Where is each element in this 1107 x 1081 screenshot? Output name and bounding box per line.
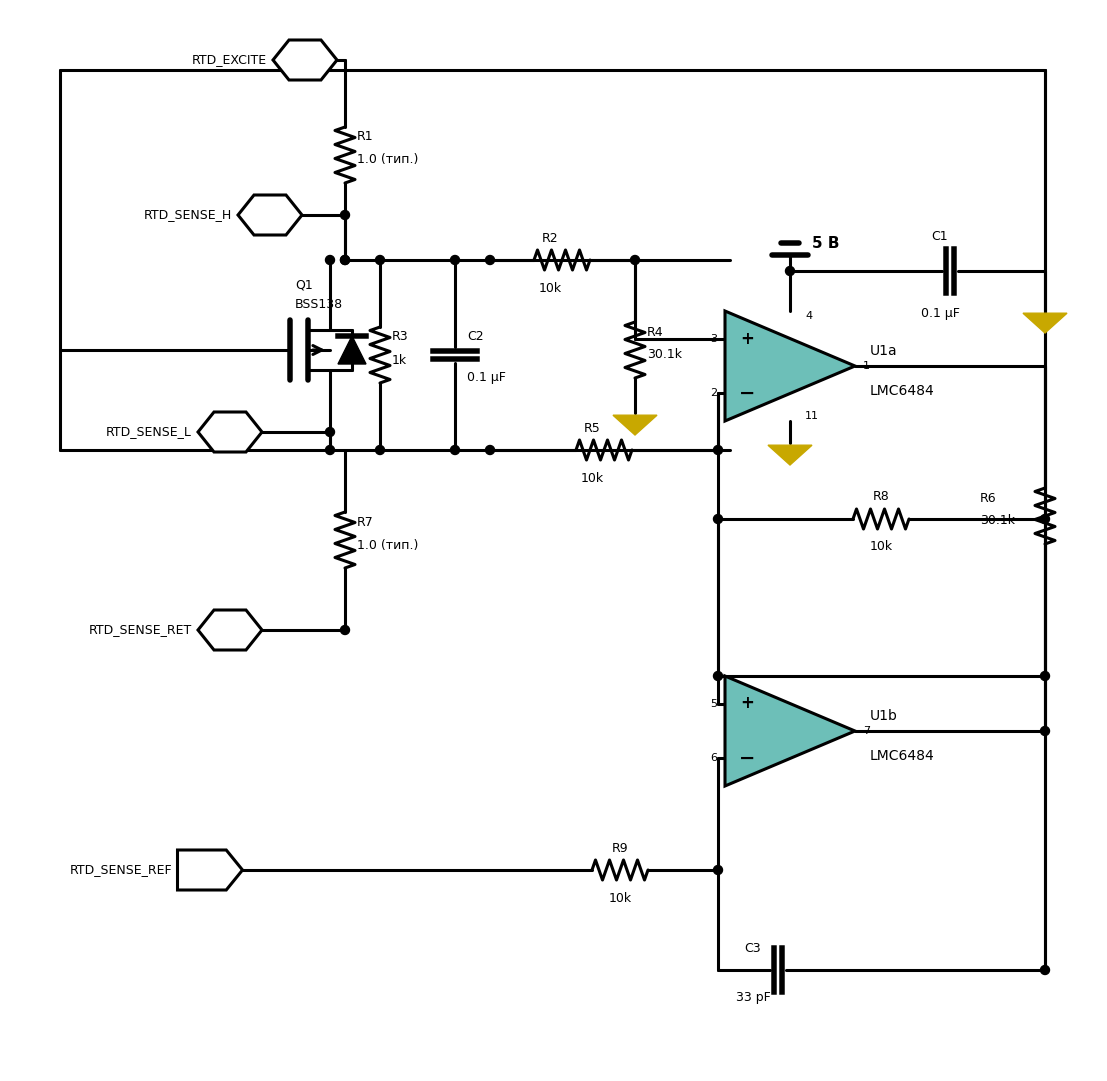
Text: U1a: U1a (870, 344, 898, 358)
Text: RTD_SENSE_REF: RTD_SENSE_REF (70, 864, 172, 877)
Text: C1: C1 (932, 229, 949, 242)
Circle shape (1041, 726, 1049, 735)
Circle shape (714, 866, 723, 875)
Text: 30.1k: 30.1k (980, 515, 1015, 528)
Circle shape (1041, 965, 1049, 974)
Text: U1b: U1b (870, 709, 898, 723)
Text: 0.1 μF: 0.1 μF (921, 307, 960, 320)
Text: R2: R2 (541, 231, 558, 244)
Text: 5: 5 (710, 699, 717, 709)
Polygon shape (177, 850, 242, 890)
Text: 1.0 (тип.): 1.0 (тип.) (356, 538, 418, 551)
Text: −: − (738, 384, 755, 403)
Text: 0.1 μF: 0.1 μF (467, 371, 506, 384)
Text: R8: R8 (872, 491, 889, 504)
Text: 2: 2 (710, 388, 717, 398)
Polygon shape (725, 676, 855, 786)
Text: RTD_SENSE_H: RTD_SENSE_H (144, 209, 232, 222)
Circle shape (451, 255, 459, 265)
Circle shape (375, 255, 384, 265)
Text: 1k: 1k (392, 353, 407, 366)
Text: 3: 3 (710, 334, 717, 344)
Text: R3: R3 (392, 331, 408, 344)
Text: +: + (741, 330, 754, 347)
Text: −: − (738, 749, 755, 768)
Polygon shape (273, 40, 337, 80)
Polygon shape (768, 445, 813, 465)
Text: 33 pF: 33 pF (736, 991, 770, 1004)
Circle shape (786, 267, 795, 276)
Text: RTD_SENSE_L: RTD_SENSE_L (106, 426, 192, 439)
Text: RTD_SENSE_RET: RTD_SENSE_RET (89, 624, 192, 637)
Circle shape (631, 255, 640, 265)
Text: R1: R1 (356, 131, 374, 144)
Circle shape (341, 211, 350, 219)
Text: 1: 1 (863, 361, 870, 371)
Text: LMC6484: LMC6484 (870, 384, 934, 398)
Polygon shape (1023, 313, 1067, 333)
Text: 4: 4 (805, 311, 813, 321)
Text: 6: 6 (710, 753, 717, 763)
Text: 1.0 (тип.): 1.0 (тип.) (356, 154, 418, 166)
Circle shape (1041, 671, 1049, 681)
Text: 5 В: 5 В (813, 236, 839, 251)
Text: C2: C2 (467, 331, 484, 344)
Circle shape (1041, 515, 1049, 523)
Circle shape (341, 255, 350, 265)
Text: R7: R7 (356, 516, 374, 529)
Circle shape (325, 255, 334, 265)
Text: C3: C3 (745, 942, 762, 955)
Text: R4: R4 (646, 325, 663, 338)
Polygon shape (613, 415, 656, 435)
Text: R9: R9 (612, 841, 629, 854)
Text: R6: R6 (980, 492, 996, 505)
Circle shape (325, 445, 334, 454)
Text: +: + (741, 694, 754, 712)
Circle shape (486, 445, 495, 454)
Text: 7: 7 (863, 726, 870, 736)
Polygon shape (198, 610, 262, 650)
Circle shape (486, 255, 495, 265)
Circle shape (714, 515, 723, 523)
Text: 10k: 10k (538, 281, 561, 294)
Text: LMC6484: LMC6484 (870, 749, 934, 763)
Text: RTD_EXCITE: RTD_EXCITE (192, 53, 267, 67)
Text: 10k: 10k (609, 892, 632, 905)
Circle shape (341, 626, 350, 635)
Polygon shape (725, 311, 855, 421)
Polygon shape (198, 412, 262, 452)
Circle shape (714, 445, 723, 454)
Polygon shape (238, 195, 302, 235)
Text: 10k: 10k (580, 471, 603, 484)
Text: 10k: 10k (869, 540, 892, 553)
Text: 30.1k: 30.1k (646, 348, 682, 361)
Text: 11: 11 (805, 411, 819, 421)
Circle shape (375, 445, 384, 454)
Circle shape (325, 427, 334, 437)
Text: BSS138: BSS138 (294, 298, 343, 311)
Circle shape (341, 255, 350, 265)
Polygon shape (338, 336, 366, 364)
Circle shape (451, 445, 459, 454)
Text: Q1: Q1 (294, 279, 313, 292)
Text: R5: R5 (583, 422, 600, 435)
Circle shape (714, 671, 723, 681)
